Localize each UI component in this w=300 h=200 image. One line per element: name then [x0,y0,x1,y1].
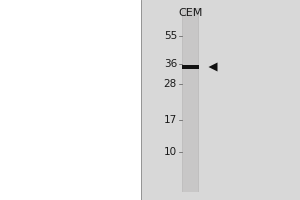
Text: 36: 36 [164,59,177,69]
Bar [141,0,300,200]
Text: 55: 55 [164,31,177,41]
Polygon shape [208,62,217,72]
Bar [182,65,199,69]
Text: CEM: CEM [178,8,203,18]
Text: 17: 17 [164,115,177,125]
Text: 10: 10 [164,147,177,157]
Text: 28: 28 [164,79,177,89]
Bar [184,8,198,192]
Bar [182,8,199,192]
